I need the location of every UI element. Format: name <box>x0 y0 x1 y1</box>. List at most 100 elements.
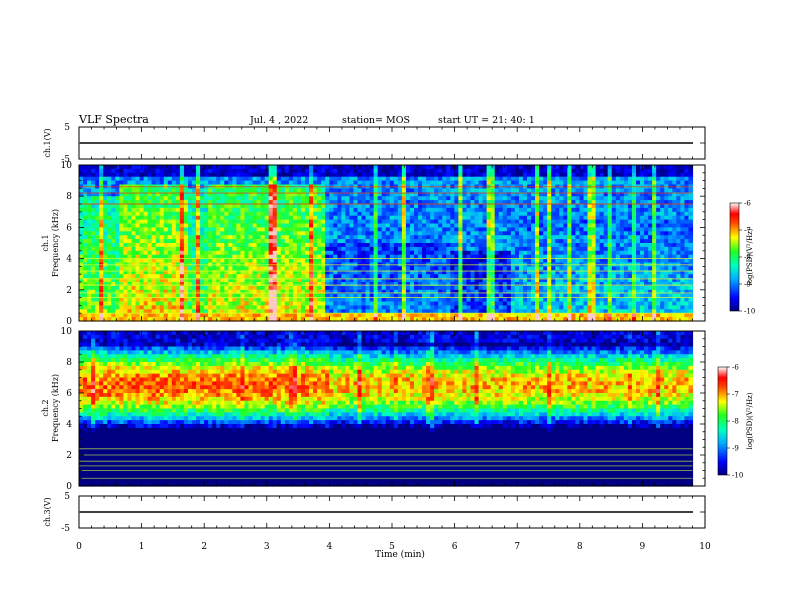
spectrogram-cell <box>353 313 359 318</box>
spectrogram-cell <box>284 278 290 283</box>
spectrogram-cell <box>559 168 564 174</box>
spectrogram-cell <box>389 250 395 256</box>
spectrogram-cell <box>115 200 120 205</box>
spectrogram-cell <box>543 250 548 256</box>
spectrogram-cell <box>240 165 246 170</box>
spectrogram-cell <box>87 254 92 260</box>
spectrogram-cell <box>413 250 419 256</box>
spectrogram-cell <box>337 250 342 256</box>
spectrogram-cell <box>385 301 391 306</box>
spectrogram-cell <box>409 235 415 240</box>
spectrogram-cell <box>131 317 137 322</box>
spectrogram-cell <box>450 180 455 186</box>
spectrogram-cell <box>147 165 153 170</box>
spectrogram-cell <box>490 188 496 193</box>
spectrogram-cell <box>99 313 104 318</box>
spectrogram-cell <box>543 243 548 248</box>
spectrogram-cell <box>175 211 181 217</box>
spectrogram-cell <box>143 293 149 299</box>
spectrogram-cell <box>531 211 536 217</box>
spectrogram-cell <box>401 200 407 205</box>
spectrogram-cell <box>341 274 346 279</box>
spectrogram-cell <box>466 243 472 248</box>
spectrogram-cell <box>171 301 177 306</box>
spectrogram-cell <box>244 215 250 221</box>
spectrogram-cell <box>204 172 209 178</box>
spectrogram-cell <box>317 305 322 310</box>
spectrogram-cell <box>385 227 391 232</box>
spectrogram-cell <box>268 168 274 174</box>
spectrogram-cell <box>458 211 464 217</box>
spectrogram-cell <box>486 231 492 236</box>
spectrogram-cell <box>514 227 520 232</box>
spectrogram-cell <box>151 196 157 201</box>
spectrogram-cell <box>296 270 302 275</box>
spectrogram-cell <box>167 317 173 322</box>
spectrogram-cell <box>236 215 242 221</box>
spectrogram-cell <box>280 227 286 232</box>
spectrogram-cell <box>510 207 516 213</box>
spectrogram-cell <box>175 285 181 291</box>
spectrogram-cell <box>244 274 250 279</box>
spectrogram-cell <box>365 172 371 178</box>
spectrogram-cell <box>514 266 520 271</box>
spectrogram-cell <box>268 313 274 318</box>
spectrogram-cell <box>288 188 294 193</box>
spectrogram-cell <box>345 254 351 260</box>
spectrogram-cell <box>474 227 480 232</box>
spectrogram-cell <box>385 305 391 310</box>
spectrogram-cell <box>522 207 528 213</box>
spectrogram-cell <box>531 289 536 295</box>
spectrogram-cell <box>131 168 137 174</box>
spectrogram-cell <box>252 168 258 174</box>
spectrogram-cell <box>446 188 451 193</box>
spectrogram-cell <box>563 200 568 205</box>
spectrogram-cell <box>87 200 92 205</box>
spectrogram-cell <box>79 258 84 264</box>
spectrogram-cell <box>232 227 238 232</box>
spectrogram-cell <box>333 258 338 264</box>
spectrogram-cell <box>313 297 318 303</box>
spectrogram-cell <box>405 235 411 240</box>
spectrogram-cell <box>248 309 254 314</box>
spectrogram-cell <box>99 285 104 291</box>
spectrogram-cell <box>357 168 363 174</box>
spectrogram-cell <box>107 250 112 256</box>
spectrogram-cell <box>474 266 480 271</box>
spectrogram-cell <box>313 266 318 271</box>
spectrogram-cell <box>313 207 318 213</box>
spectrogram-cell <box>119 266 124 271</box>
spectrogram-cell <box>478 285 484 291</box>
spectrogram-cell <box>256 200 262 205</box>
spectrogram-cell <box>111 188 116 193</box>
spectrogram-cell <box>292 313 298 318</box>
spectrogram-cell <box>349 188 355 193</box>
spectrogram-cell <box>252 313 258 318</box>
spectrogram-cell <box>240 254 246 260</box>
spectrogram-cell <box>240 289 246 295</box>
spectrogram-cell <box>393 172 399 178</box>
spectrogram-cell <box>163 309 169 314</box>
spectrogram-cell <box>559 223 564 228</box>
spectrogram-cell <box>179 313 185 318</box>
spectrogram-cell <box>381 305 387 310</box>
spectrogram-cell <box>204 200 209 205</box>
spectrogram-cell <box>276 192 282 197</box>
spectrogram-cell <box>159 274 165 279</box>
spectrogram-cell <box>216 223 221 228</box>
spectrogram-cell <box>365 204 371 209</box>
spectrogram-cell <box>79 231 84 236</box>
spectrogram-cell <box>111 301 116 306</box>
spectrogram-cell <box>224 200 229 205</box>
spectrogram-cell <box>163 196 169 201</box>
spectrogram-cell <box>296 227 302 232</box>
spectrogram-cell <box>381 246 387 252</box>
spectrogram-cell <box>409 246 415 252</box>
spectrogram-cell <box>341 165 346 170</box>
spectrogram-cell <box>212 297 217 303</box>
spectrogram-cell <box>510 215 516 221</box>
spectrogram-cell <box>563 305 568 310</box>
spectrogram-cell <box>288 215 294 221</box>
spectrogram-cell <box>434 211 439 217</box>
spectrogram-cell <box>147 219 153 225</box>
